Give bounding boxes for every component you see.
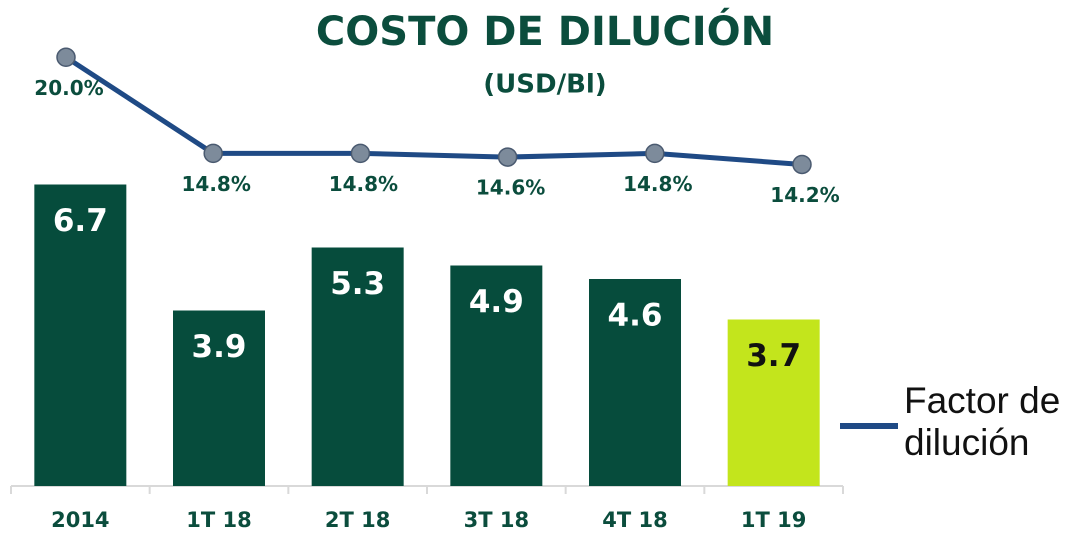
line-value-label: 14.2%	[770, 183, 839, 207]
legend: Factor de dilución	[840, 380, 1080, 464]
bar	[450, 265, 543, 486]
legend-swatch	[840, 423, 898, 429]
line-value-label: 14.8%	[329, 172, 398, 196]
line-point	[203, 143, 223, 164]
line-point	[350, 143, 371, 164]
x-tick-label: 2T 18	[325, 508, 390, 532]
line-point	[56, 47, 76, 68]
chart-subtitle: (USD/Bl)	[483, 70, 606, 100]
bar	[311, 247, 404, 486]
line-value-label: 14.8%	[182, 172, 251, 196]
x-tick-label: 1T 18	[186, 508, 251, 532]
bar	[173, 310, 265, 486]
bar	[727, 319, 820, 486]
line-point	[645, 143, 665, 164]
bar-value-label: 4.6	[608, 298, 663, 334]
line-point	[792, 154, 812, 175]
line-point	[497, 147, 518, 167]
line-value-label: 20.0%	[34, 76, 103, 100]
line-value-label: 14.8%	[623, 172, 692, 196]
x-tick-label: 3T 18	[464, 508, 529, 532]
bar-value-label: 4.9	[469, 284, 524, 320]
bar-value-label: 5.3	[330, 266, 385, 302]
x-tick-label: 2014	[51, 508, 109, 532]
bar-value-label: 6.7	[53, 203, 108, 239]
bar-value-label: 3.7	[746, 338, 801, 374]
bar-value-label: 3.9	[192, 329, 247, 365]
bar	[34, 184, 127, 486]
legend-label: Factor de dilución	[904, 380, 1061, 463]
line-value-label: 14.6%	[476, 176, 545, 200]
x-tick-label: 4T 18	[602, 508, 667, 532]
line	[64, 55, 803, 167]
bar	[589, 279, 681, 486]
chart-title: COSTO DE DILUCIÓN	[316, 7, 774, 55]
x-tick-label: 1T 19	[741, 508, 806, 532]
